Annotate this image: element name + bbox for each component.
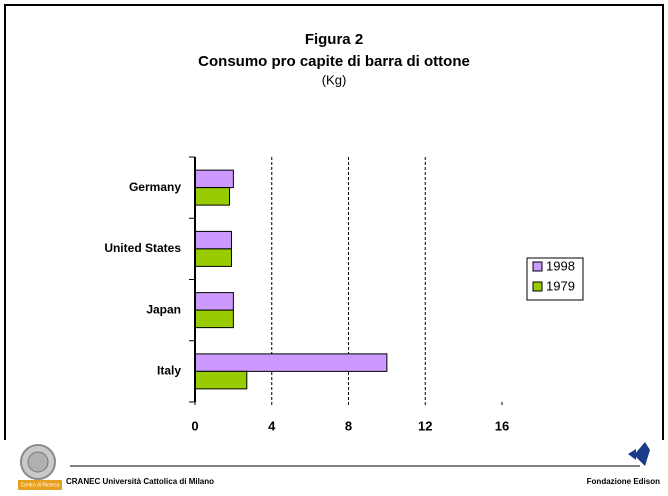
bar — [194, 370, 248, 390]
chart-subtitle: Consumo pro capite di barra di ottone — [198, 53, 470, 70]
bar — [194, 248, 232, 267]
y-tick-label: Germany — [129, 180, 181, 194]
x-tick-label: 12 — [418, 418, 432, 433]
legend-label: 1998 — [546, 258, 575, 273]
y-tick-label: United States — [104, 241, 181, 255]
chart-title: Figura 2 — [305, 31, 363, 48]
x-tick-label: 16 — [495, 418, 509, 433]
logo-caption: Centro di Ricerca — [21, 482, 60, 488]
y-tick-label: Japan — [146, 302, 181, 316]
legend-label: 1979 — [546, 278, 575, 293]
bar — [194, 230, 232, 250]
bar — [194, 353, 388, 372]
x-tick-label: 0 — [191, 418, 198, 433]
slide-frame — [4, 4, 664, 440]
seal-inner — [27, 451, 49, 473]
logo-strip — [18, 480, 62, 490]
legend-swatch — [532, 281, 543, 292]
footer-right: Fondazione Edison — [587, 477, 660, 486]
bar — [194, 169, 234, 189]
x-tick-label: 8 — [345, 418, 352, 433]
footer-left: CRANEC Università Cattolica di Milano — [66, 477, 214, 486]
bar — [194, 309, 234, 329]
legend-swatch — [532, 261, 543, 272]
unit-label: (Kg) — [322, 72, 347, 87]
bar — [194, 292, 234, 311]
bar — [194, 187, 231, 206]
edison-logo — [634, 442, 650, 466]
edison-logo-part — [628, 449, 636, 460]
y-tick-label: Italy — [157, 364, 181, 378]
x-tick-label: 4 — [268, 418, 276, 433]
